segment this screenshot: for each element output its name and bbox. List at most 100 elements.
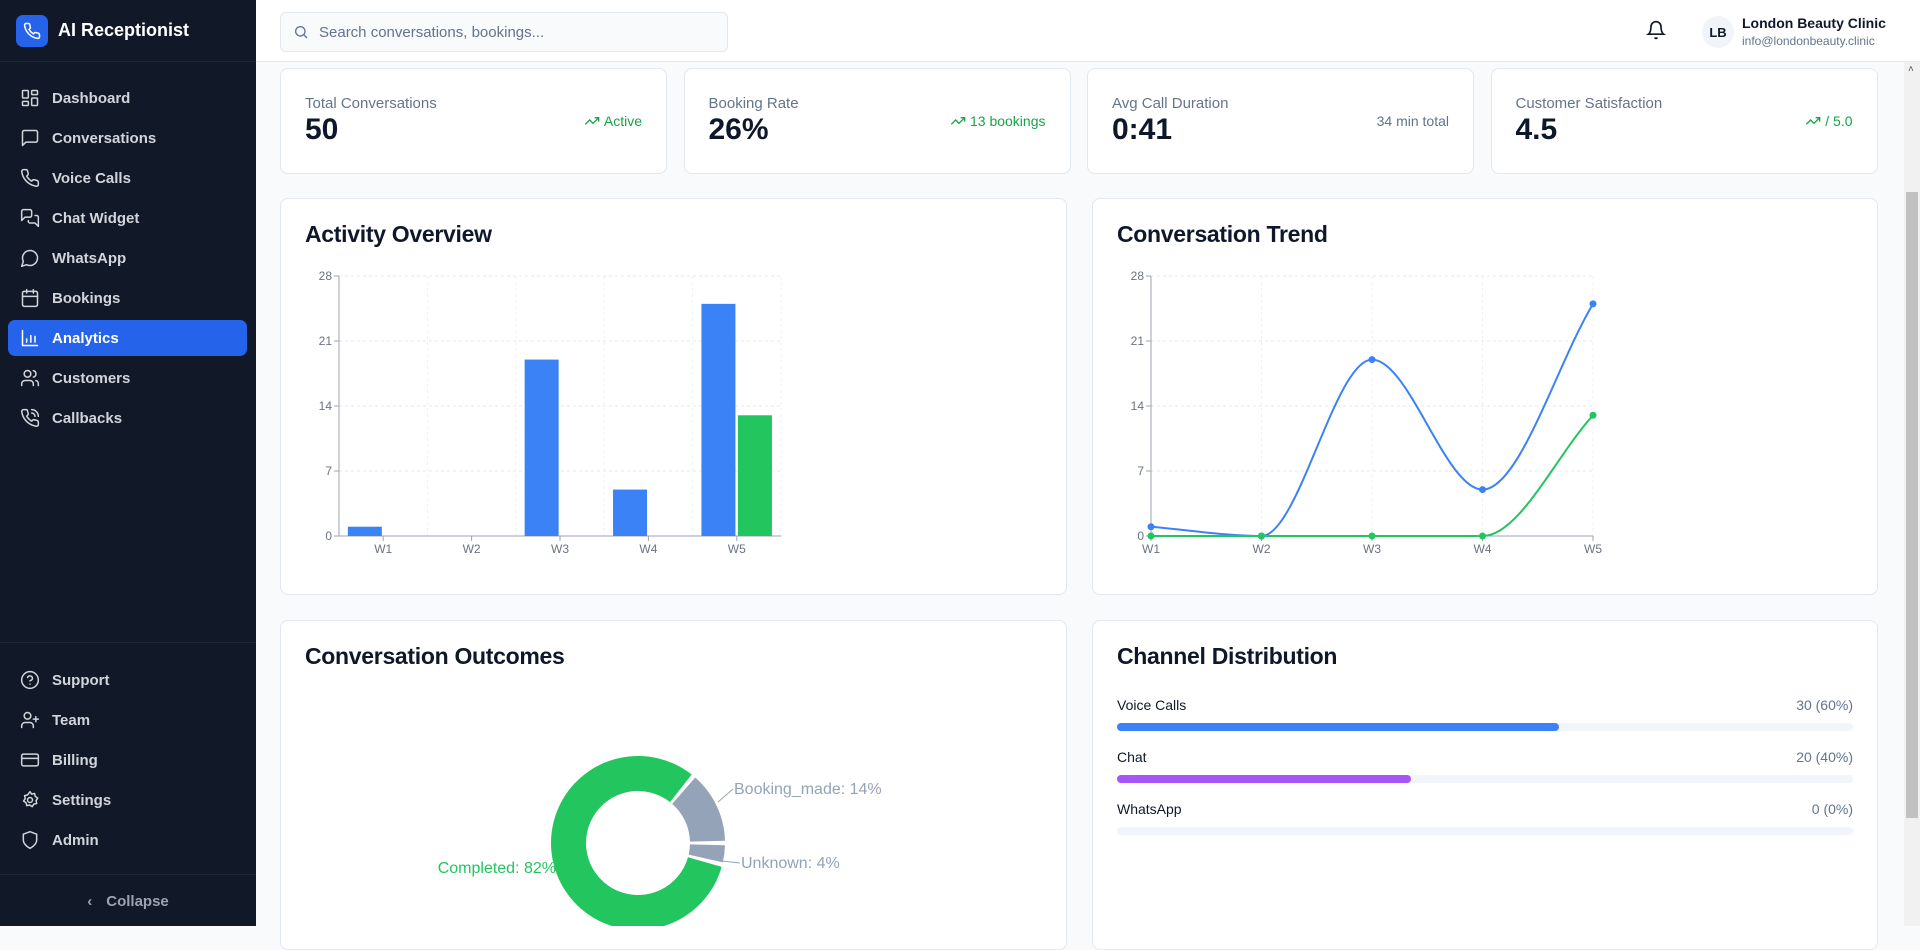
shield-icon (22, 830, 38, 850)
avatar[interactable]: LB (1702, 16, 1734, 48)
stat-card: Total Conversations 50 Active (280, 68, 667, 174)
brand: AI Receptionist (0, 0, 256, 62)
sidebar-item-callbacks[interactable]: Callbacks (8, 400, 247, 436)
channel-distribution-card: Channel Distribution Voice Calls 30 (60%)… (1092, 620, 1878, 950)
channel-progress-fill (1117, 723, 1559, 731)
sidebar-item-label: Settings (52, 791, 112, 809)
bar-chart-icon (21, 329, 39, 347)
channel-progress-track (1117, 827, 1853, 835)
app-title: AI Receptionist (58, 20, 190, 40)
sidebar-item-label: Team (52, 711, 91, 729)
sidebar-item-label: Analytics (52, 329, 119, 347)
scrollbar[interactable]: ˄ (1904, 62, 1920, 926)
calendar-icon (21, 288, 39, 308)
sidebar-item-label: Callbacks (52, 409, 123, 427)
user-name: London Beauty Clinic (1742, 15, 1886, 31)
user-plus-icon (20, 711, 40, 729)
channel-value: 0 (0%) (1811, 801, 1853, 817)
messages-icon (20, 208, 40, 228)
gear-icon (22, 790, 39, 808)
user-email: info@londonbeauty.clinic (1742, 34, 1875, 48)
sidebar-item-label: Bookings (52, 289, 121, 307)
sidebar-item-label: Dashboard (52, 89, 131, 107)
sidebar-item-support[interactable]: Support (8, 662, 247, 698)
scrollbar-thumb[interactable] (1906, 192, 1918, 818)
scroll-up-icon[interactable]: ˄ (1908, 64, 1914, 75)
channel-label: Voice Calls (1117, 697, 1187, 713)
channel-label: WhatsApp (1117, 801, 1182, 817)
conversation-outcomes-card: Conversation Outcomes (280, 620, 1067, 950)
sidebar-item-admin[interactable]: Admin (8, 822, 247, 858)
sidebar-item-whatsapp[interactable]: WhatsApp (8, 240, 247, 276)
sidebar-item-bookings[interactable]: Bookings (8, 280, 247, 316)
credit-card-icon (20, 753, 40, 767)
stat-side: 34 min total (1377, 113, 1449, 129)
sidebar-item-conversations[interactable]: Conversations (8, 120, 247, 156)
sidebar-nav: Dashboard Conversations Voice Calls Chat Wi… (8, 80, 247, 440)
sidebar-item-label: Billing (52, 751, 98, 769)
stat-side: / 5.0 (1805, 113, 1853, 129)
stat-label: Total Conversations (305, 95, 437, 112)
channel-label: Chat (1117, 749, 1147, 765)
divider (0, 642, 256, 643)
stat-card: Customer Satisfaction 4.5 / 5.0 (1490, 68, 1878, 174)
sidebar-item-customers[interactable]: Customers (8, 360, 247, 396)
sidebar-item-label: Voice Calls (52, 169, 131, 187)
sidebar-item-analytics[interactable]: Analytics (8, 320, 247, 356)
sidebar-item-label: Admin (52, 831, 99, 849)
dashboard-icon (21, 89, 39, 107)
message-square-icon (21, 129, 39, 147)
divider (0, 874, 256, 875)
sidebar-item-voice-calls[interactable]: Voice Calls (8, 160, 247, 196)
channel-progress-track (1117, 775, 1853, 783)
collapse-label: Collapse (106, 892, 169, 910)
sidebar-item-billing[interactable]: Billing (8, 742, 247, 778)
message-circle-icon (20, 249, 39, 268)
phone-icon (21, 168, 40, 187)
trending-up-icon (950, 117, 966, 125)
conversation-trend-card: Conversation Trend (1092, 198, 1878, 595)
stat-card: Booking Rate 26% 13 bookings (683, 68, 1071, 174)
stat-side: Active (584, 113, 642, 129)
sidebar-item-dashboard[interactable]: Dashboard (8, 80, 247, 116)
sidebar-item-label: Chat Widget (52, 209, 140, 227)
stat-value: 50 (305, 113, 339, 146)
trending-up-icon (584, 117, 600, 125)
card-title: Channel Distribution (1117, 643, 1338, 669)
sidebar-item-settings[interactable]: Settings (8, 782, 247, 818)
stat-side-text: 34 min total (1376, 113, 1449, 129)
channel-progress-track (1117, 723, 1853, 731)
top-header: LB London Beauty Clinic info@londonbeaut… (256, 0, 1920, 62)
help-circle-icon (20, 670, 40, 690)
stat-value: 4.5 (1515, 113, 1558, 146)
sidebar-item-chat-widget[interactable]: Chat Widget (8, 200, 247, 236)
card-title: Activity Overview (305, 221, 492, 247)
card-title: Conversation Outcomes (305, 643, 565, 669)
collapse-button[interactable]: ‹ Collapse (0, 882, 256, 920)
channel-value: 30 (60%) (1796, 697, 1853, 713)
search-input[interactable] (319, 23, 699, 41)
sidebar: AI Receptionist Dashboard Conversations Vo… (0, 0, 256, 926)
card-title: Conversation Trend (1117, 221, 1328, 247)
trending-up-icon (1806, 117, 1821, 125)
stat-card: Avg Call Duration 0:41 34 min total (1087, 68, 1474, 174)
stat-label: Booking Rate (708, 95, 799, 112)
phone-callback-icon (21, 408, 40, 427)
sidebar-item-label: Customers (52, 369, 131, 387)
stat-value: 26% (708, 113, 769, 146)
stat-side-text: / 5.0 (1825, 113, 1853, 129)
stat-side-text: 13 bookings (969, 113, 1046, 129)
channel-progress-fill (1117, 775, 1412, 783)
search-icon (295, 26, 308, 39)
stat-value: 0:41 (1112, 113, 1173, 146)
channel-value: 20 (40%) (1796, 749, 1853, 765)
sidebar-item-label: WhatsApp (52, 249, 127, 267)
activity-overview-card: Activity Overview (280, 198, 1067, 595)
search-box[interactable] (280, 12, 728, 52)
stat-label: Avg Call Duration (1112, 95, 1229, 112)
sidebar-bottom-nav: Support Team Billing Settings Admin (8, 662, 247, 862)
stat-label: Customer Satisfaction (1515, 95, 1663, 112)
bell-icon[interactable] (1646, 20, 1666, 40)
stat-side-text: Active (603, 113, 642, 129)
sidebar-item-team[interactable]: Team (8, 702, 247, 738)
